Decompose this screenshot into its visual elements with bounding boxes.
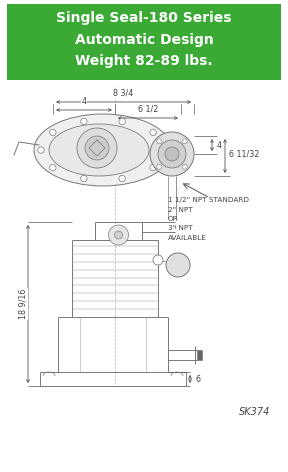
Circle shape [119, 118, 125, 125]
Ellipse shape [34, 114, 172, 186]
Circle shape [182, 139, 187, 144]
Text: OR: OR [168, 216, 179, 222]
Text: 1 1/2" NPT STANDARD: 1 1/2" NPT STANDARD [168, 197, 249, 203]
Text: Weight 82-89 lbs.: Weight 82-89 lbs. [75, 54, 213, 68]
Circle shape [50, 129, 56, 135]
Circle shape [81, 118, 87, 125]
Text: 2" NPT: 2" NPT [168, 207, 193, 212]
Circle shape [165, 147, 179, 161]
Text: 4: 4 [217, 141, 222, 150]
Circle shape [162, 147, 168, 153]
Circle shape [115, 231, 122, 239]
Circle shape [50, 164, 56, 171]
Circle shape [81, 175, 87, 182]
Circle shape [157, 164, 162, 169]
Text: 3" NPT: 3" NPT [168, 226, 193, 231]
Text: SK374: SK374 [239, 407, 271, 417]
Circle shape [150, 164, 156, 171]
Circle shape [119, 175, 125, 182]
Circle shape [77, 128, 117, 168]
Bar [7, 4, 281, 80]
Text: 4: 4 [82, 97, 86, 106]
Circle shape [150, 132, 194, 176]
Text: 6 1/2: 6 1/2 [138, 105, 158, 114]
Ellipse shape [49, 124, 149, 176]
Circle shape [109, 225, 128, 245]
Text: 6: 6 [195, 374, 200, 383]
Circle shape [166, 253, 190, 277]
Circle shape [182, 164, 187, 169]
Circle shape [85, 136, 109, 160]
Text: Single Seal-180 Series: Single Seal-180 Series [56, 11, 232, 25]
Circle shape [38, 147, 44, 153]
Text: Automatic Design: Automatic Design [75, 33, 213, 47]
Text: 6 11/32: 6 11/32 [229, 150, 259, 159]
Circle shape [153, 255, 163, 265]
Circle shape [150, 129, 156, 135]
Text: 8 3/4: 8 3/4 [113, 89, 134, 98]
Text: 18 9/16: 18 9/16 [18, 289, 27, 319]
Circle shape [158, 140, 186, 168]
Bar [197, 350, 202, 360]
Text: AVAILABLE: AVAILABLE [168, 235, 207, 241]
Circle shape [157, 139, 162, 144]
